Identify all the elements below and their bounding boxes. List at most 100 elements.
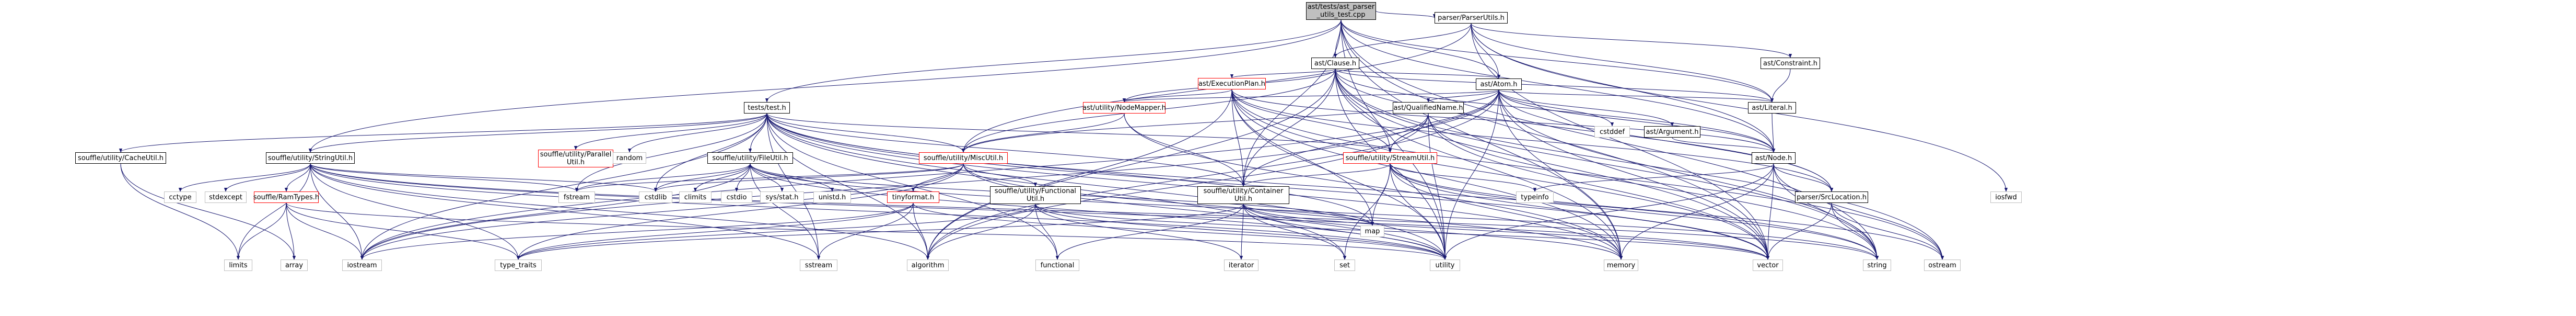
node-functional[interactable]: functional — [1035, 259, 1079, 271]
node-root-file[interactable]: ast/tests/ast_parser _utils_test.cpp — [1306, 2, 1376, 20]
node-parallel-util[interactable]: souffle/utility/Parallel Util.h — [538, 150, 613, 167]
edge-ramTypes-to-array — [286, 202, 296, 260]
node-cache-util[interactable]: souffle/utility/CacheUtil.h — [75, 152, 166, 164]
node-limits[interactable]: limits — [224, 259, 252, 271]
node-typeinfo[interactable]: typeinfo — [1516, 191, 1554, 203]
node-cstddef[interactable]: cstddef — [1594, 126, 1630, 138]
node-ast-atom[interactable]: ast/Atom.h — [1476, 78, 1522, 90]
node-parser-utils[interactable]: parser/ParserUtils.h — [1435, 12, 1508, 24]
node-cctype[interactable]: cctype — [164, 191, 196, 203]
node-random[interactable]: random — [613, 152, 646, 164]
node-type-traits[interactable]: type_traits — [495, 259, 542, 271]
edge-parserUtils-to-constraint — [1471, 23, 1792, 58]
edge-miscUtil-to-cstdlib — [654, 163, 964, 192]
node-ast-literal[interactable]: ast/Literal.h — [1748, 102, 1796, 114]
edge-containerUtil-to-vector — [1243, 204, 1770, 260]
node-stdexcept[interactable]: stdexcept — [205, 191, 247, 203]
node-tinyformat[interactable]: tinyformat.h — [887, 191, 939, 203]
edge-stringUtil-to-algorithm — [310, 163, 930, 260]
node-algorithm[interactable]: algorithm — [907, 259, 949, 271]
node-string[interactable]: string — [1863, 259, 1891, 271]
node-ostream[interactable]: ostream — [1924, 259, 1961, 271]
edge-fileUtil-to-fstream — [575, 163, 751, 192]
node-ast-node[interactable]: ast/Node.h — [1752, 152, 1796, 164]
node-set[interactable]: set — [1334, 259, 1355, 271]
edge-miscUtil-to-type_traits — [516, 163, 964, 260]
edge-testsTest-to-miscUtil — [766, 113, 965, 153]
edge-functionalUtil-to-vector — [1035, 204, 1770, 260]
node-ast-argument[interactable]: ast/Argument.h — [1644, 126, 1700, 138]
edge-miscUtil-to-fstream — [575, 163, 964, 192]
edge-atom-to-vector — [1498, 89, 1770, 260]
dependency-edges — [119, 10, 2008, 260]
edge-miscUtil-to-functionalUtil — [963, 163, 1038, 187]
edge-clause-to-algorithm — [926, 69, 1336, 260]
node-functional-util[interactable]: souffle/utility/Functional Util.h — [990, 186, 1081, 204]
edge-atom-to-argument — [1498, 89, 1674, 127]
edge-srcLoc-to-vector — [1766, 202, 1832, 260]
edge-functionalUtil-to-iterator — [1035, 204, 1243, 260]
edge-testsTest-to-utility — [766, 113, 1447, 260]
edge-clause-to-streamUtil — [1335, 69, 1392, 153]
edge-fileUtil-to-cstdio — [735, 163, 751, 192]
node-ast-clause[interactable]: ast/Clause.h — [1311, 58, 1359, 69]
edge-atom-to-literal — [1498, 89, 1774, 103]
node-utility[interactable]: utility — [1430, 259, 1460, 271]
edge-stringUtil-to-cstdlib — [310, 163, 658, 192]
node-ast-node-mapper[interactable]: ast/utility/NodeMapper.h — [1082, 102, 1166, 114]
edge-qualName-to-streamUtil — [1388, 113, 1429, 153]
node-stream-util[interactable]: souffle/utility/StreamUtil.h — [1343, 152, 1437, 164]
node-sys-stat[interactable]: sys/stat.h — [760, 191, 804, 203]
node-file-util[interactable]: souffle/utility/FileUtil.h — [707, 152, 793, 164]
edge-miscUtil-to-memory — [963, 163, 1623, 260]
edge-testsTest-to-stringUtil — [308, 113, 767, 153]
node-fstream[interactable]: fstream — [558, 191, 595, 203]
edge-testsTest-to-random — [627, 113, 767, 153]
node-tests-test[interactable]: tests/test.h — [744, 102, 790, 114]
node-misc-util[interactable]: souffle/utility/MiscUtil.h — [919, 152, 1008, 164]
node-iterator[interactable]: iterator — [1224, 259, 1258, 271]
edge-astNode-to-vector — [1766, 163, 1774, 260]
edge-ramTypes-to-iostream — [286, 202, 364, 260]
edge-testsTest-to-memory — [766, 113, 1623, 260]
edge-astNode-to-memory — [1619, 163, 1774, 260]
edge-nodeMapper-to-memory — [1124, 113, 1623, 260]
edge-containerUtil-to-memory — [1243, 204, 1623, 260]
edge-fileUtil-to-cstdlib — [654, 163, 751, 192]
edge-ramTypes-to-type_traits — [286, 202, 520, 260]
node-array[interactable]: array — [281, 259, 308, 271]
edge-fileUtil-to-sysstat — [750, 163, 784, 192]
edge-root-to-literal — [1341, 19, 1774, 103]
node-parser-src-location[interactable]: parser/SrcLocation.h — [1795, 191, 1868, 203]
edge-testsTest-to-algorithm — [766, 113, 930, 260]
node-sstream[interactable]: sstream — [800, 259, 837, 271]
edge-astNode-to-typeinfo — [1533, 163, 1774, 192]
node-container-util[interactable]: souffle/utility/Container Util.h — [1197, 186, 1289, 204]
node-cstdio[interactable]: cstdio — [721, 191, 752, 203]
node-cstdlib[interactable]: cstdlib — [639, 191, 672, 203]
node-unistd[interactable]: unistd.h — [813, 191, 851, 203]
edge-atom-to-qualName — [1426, 89, 1499, 103]
edge-parserUtils-to-atom — [1471, 23, 1501, 79]
node-memory[interactable]: memory — [1604, 259, 1638, 271]
node-climits[interactable]: climits — [679, 191, 712, 203]
edge-streamUtil-to-memory — [1390, 163, 1623, 260]
edge-miscUtil-to-utility — [963, 163, 1447, 260]
node-vector[interactable]: vector — [1753, 259, 1783, 271]
edge-root-to-string — [1341, 19, 1879, 260]
node-string-util[interactable]: souffle/utility/StringUtil.h — [266, 152, 355, 164]
edge-parserUtils-to-iosfwd — [1471, 23, 2008, 192]
edge-qualName-to-iostream — [360, 113, 1429, 260]
edge-astNode-to-utility — [1443, 163, 1774, 260]
edge-testsTest-to-sstream — [766, 113, 821, 260]
node-iostream[interactable]: iostream — [342, 259, 382, 271]
node-ast-execution-plan[interactable]: ast/ExecutionPlan.h — [1198, 78, 1266, 89]
edge-srcLoc-to-string — [1831, 202, 1879, 260]
node-map[interactable]: map — [1360, 225, 1384, 237]
node-ast-constraint[interactable]: ast/Constraint.h — [1761, 58, 1820, 69]
node-ram-types[interactable]: souffle/RamTypes.h — [253, 191, 319, 203]
edge-testsTest-to-cacheUtil — [119, 113, 767, 153]
node-iosfwd[interactable]: iosfwd — [1990, 191, 2022, 203]
node-ast-qualified-name[interactable]: ast/QualifiedName.h — [1393, 102, 1464, 114]
edge-containerUtil-to-map — [1243, 204, 1374, 226]
